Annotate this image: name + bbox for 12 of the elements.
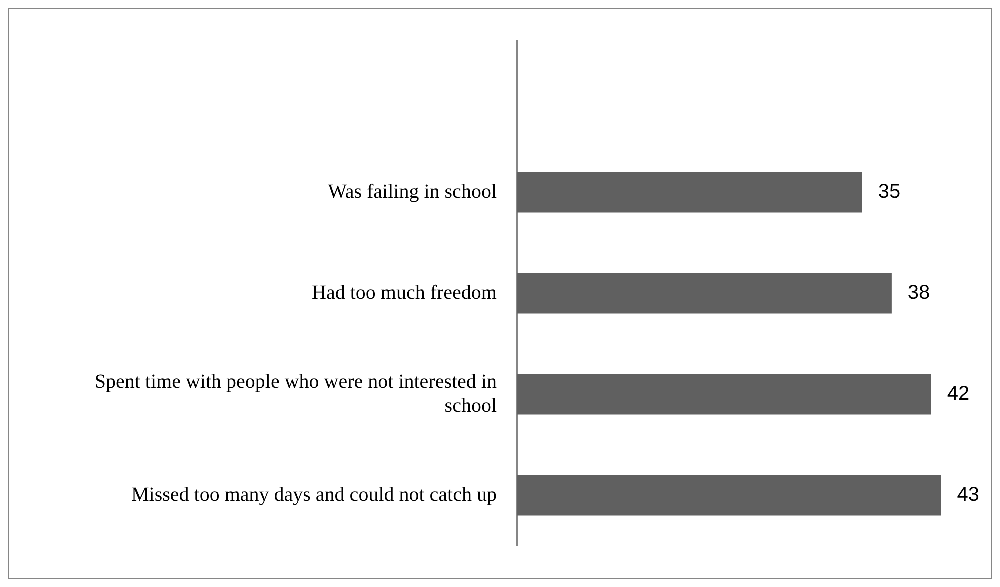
data-label: 38 [908, 282, 930, 304]
data-label: 43 [957, 484, 980, 506]
data-label: 42 [947, 383, 970, 406]
bar [517, 475, 942, 516]
data-label: 35 [878, 181, 901, 204]
y-tick-label: Had too much freedom [312, 282, 498, 304]
bar [517, 273, 892, 314]
bar [517, 172, 862, 213]
y-tick-label: Missed too many days and could not catch up [132, 484, 497, 506]
y-tick-label: Was failing in school [328, 180, 498, 203]
y-tick-label: Spent time with people who were not interested in school [94, 370, 498, 417]
bar [517, 374, 932, 415]
